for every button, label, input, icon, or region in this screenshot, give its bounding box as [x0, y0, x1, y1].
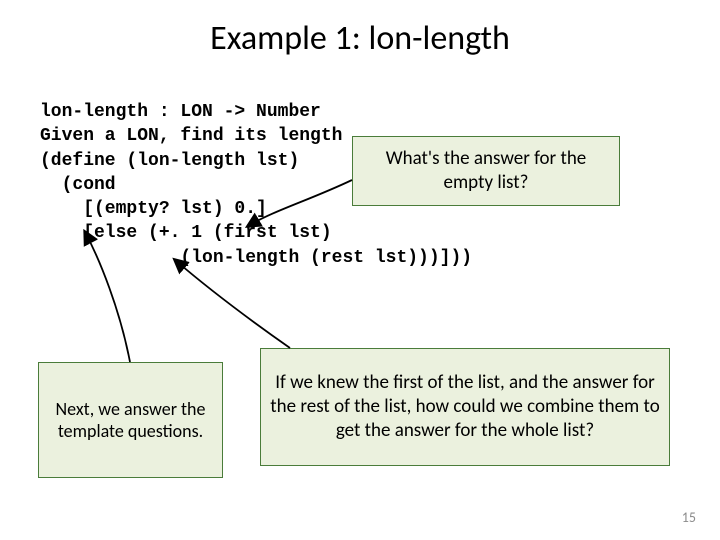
callout-text: If we knew the first of the list, and th… [269, 371, 661, 442]
callout-text: Next, we answer the template questions. [47, 398, 214, 443]
callout-template-questions: Next, we answer the template questions. [38, 362, 223, 478]
slide-title: Example 1: lon-length [0, 0, 720, 59]
callout-combine: If we knew the first of the list, and th… [260, 348, 670, 466]
callout-empty-list: What's the answer for the empty list? [352, 136, 620, 206]
page-number: 15 [682, 509, 696, 526]
arrow-to-plus [175, 260, 290, 348]
callout-text: What's the answer for the empty list? [361, 147, 611, 195]
